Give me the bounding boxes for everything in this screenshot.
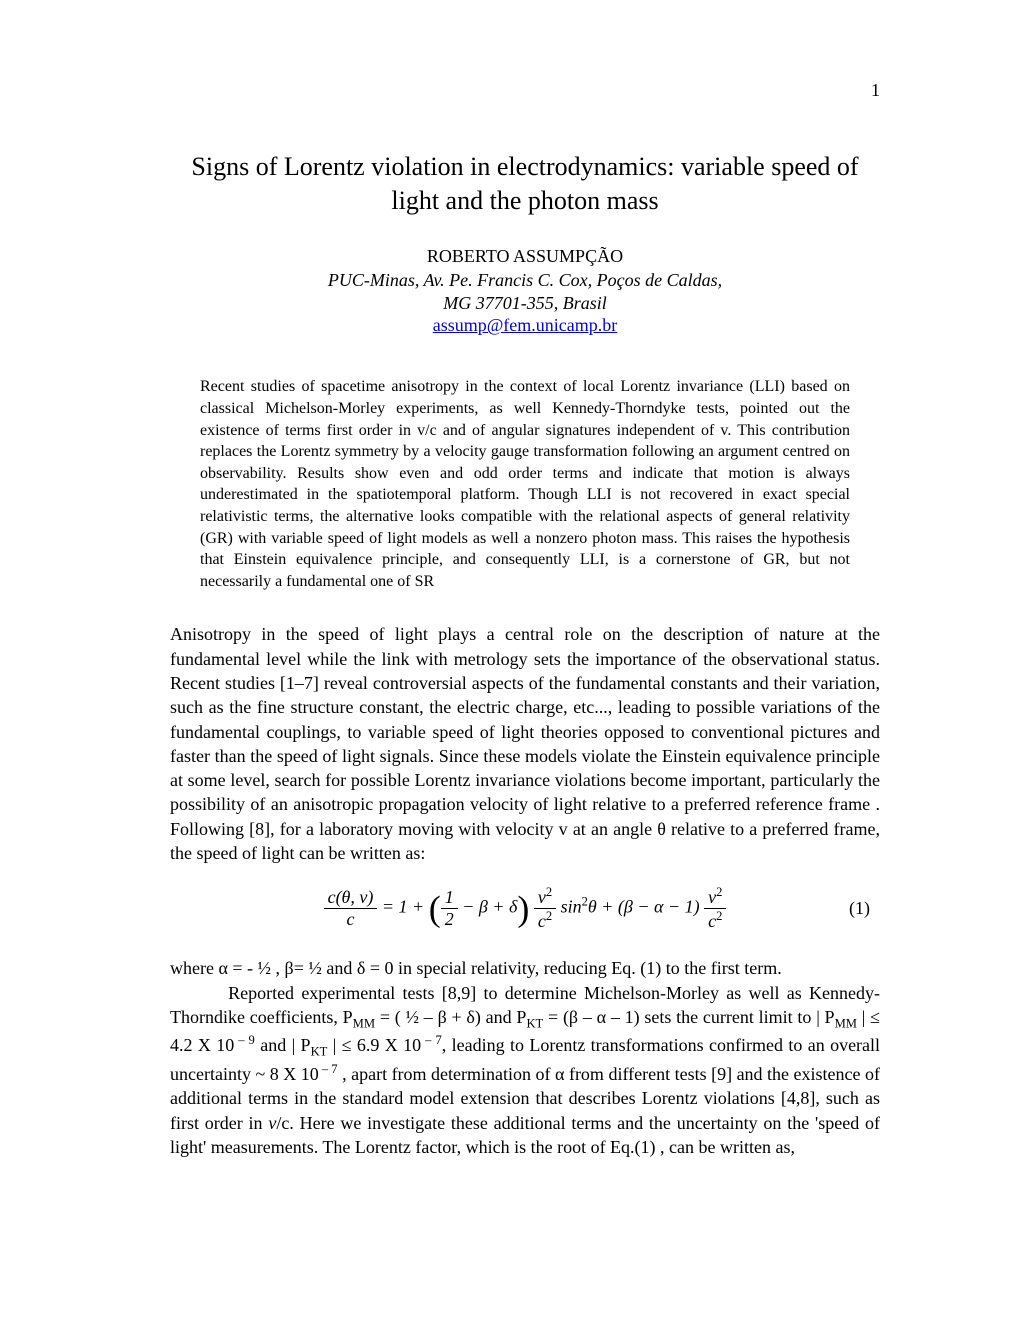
- equation-1-expression: c(θ, v)c = 1 + (12 − β + δ) v2c2 sin2θ +…: [324, 885, 727, 932]
- equation-1-number: (1): [849, 898, 870, 919]
- email-link[interactable]: assump@fem.unicamp.br: [433, 315, 618, 335]
- affiliation-line-1: PUC-Minas, Av. Pe. Francis C. Cox, Poços…: [170, 269, 880, 292]
- page-number: 1: [871, 80, 880, 101]
- page-content: Signs of Lorentz violation in electrodyn…: [0, 0, 1020, 1159]
- affiliation-line-2: MG 37701-355, Brasil: [170, 292, 880, 315]
- equation-1: c(θ, v)c = 1 + (12 − β + δ) v2c2 sin2θ +…: [170, 885, 880, 932]
- author-name: ROBERTO ASSUMPÇÃO: [170, 246, 880, 267]
- abstract: Recent studies of spacetime anisotropy i…: [170, 376, 880, 592]
- paragraph-2-line-1: where α = - ½ , β= ½ and δ = 0 in specia…: [170, 958, 782, 978]
- paper-title: Signs of Lorentz violation in electrodyn…: [170, 150, 880, 218]
- paragraph-1: Anisotropy in the speed of light plays a…: [170, 622, 880, 865]
- paragraph-2: where α = - ½ , β= ½ and δ = 0 in specia…: [170, 956, 880, 1159]
- author-email: assump@fem.unicamp.br: [170, 315, 880, 336]
